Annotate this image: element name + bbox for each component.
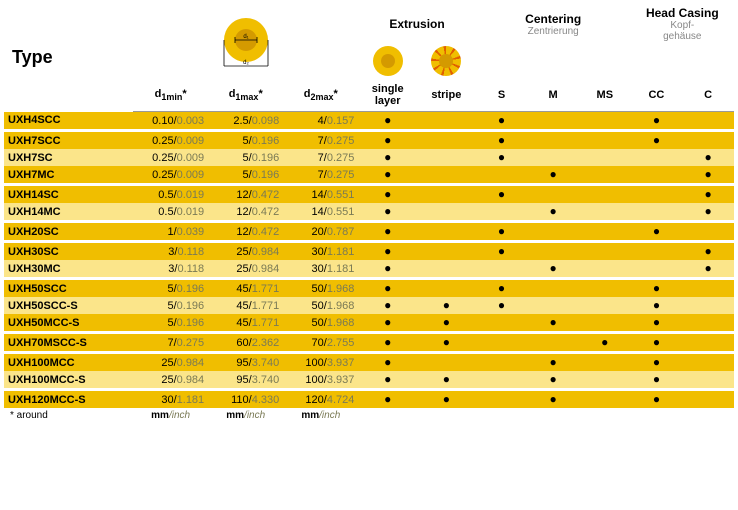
col-single: single layer	[358, 81, 417, 112]
table-row: UXH20SC1/0.03912/0.47220/0.787●●●	[4, 223, 734, 240]
extrusion-header: Extrusion	[358, 4, 475, 44]
table-row: UXH30SC3/0.11825/0.98430/1.181●●●	[4, 243, 734, 260]
footnote-around: * around	[4, 408, 133, 423]
table-row: UXH70MSCC-S7/0.27560/2.36270/2.755●●●●	[4, 334, 734, 351]
table-row: UXH4SCC0.10/0.0032.5/0.0984/0.157●●●	[4, 112, 734, 130]
table-row: UXH50SCC5/0.19645/1.77150/1.968●●●	[4, 280, 734, 297]
table-row: UXH50SCC-S5/0.19645/1.77150/1.968●●●●	[4, 297, 734, 314]
col-s: S	[476, 81, 528, 112]
col-d1max: d1max*	[208, 81, 283, 112]
centering-header: Centering Zentrierung	[476, 4, 631, 44]
table-row: UXH50MCC-S5/0.19645/1.77150/1.968●●●●	[4, 314, 734, 331]
svg-text:d₂: d₂	[243, 60, 249, 66]
table-row: UXH30MC3/0.11825/0.98430/1.181●●●	[4, 260, 734, 277]
unit-d1min: mm/inch	[133, 408, 208, 423]
col-ms: MS	[579, 81, 631, 112]
centering-sub: Zentrierung	[480, 26, 627, 37]
col-d1min: d1min*	[133, 81, 208, 112]
table-row: UXH7SC0.25/0.0095/0.1967/0.275●●●	[4, 149, 734, 166]
cable-diagram: d₁ d₂	[133, 4, 358, 81]
extrusion-stripe-icon	[417, 44, 476, 81]
col-cc: CC	[631, 81, 683, 112]
unit-d2max: mm/inch	[283, 408, 358, 423]
extrusion-single-icon	[358, 44, 417, 81]
col-d2max: d2max*	[283, 81, 358, 112]
col-c: C	[682, 81, 734, 112]
table-row: UXH7MC0.25/0.0095/0.1967/0.275●●●	[4, 166, 734, 183]
headcasing-sub: Kopf- gehäuse	[635, 20, 730, 42]
table-row: UXH120MCC-S30/1.181110/4.330120/4.724●●●…	[4, 391, 734, 408]
col-m: M	[527, 81, 579, 112]
svg-text:d₁: d₁	[243, 34, 248, 40]
table-row: UXH100MCC-S25/0.98495/3.740100/3.937●●●●	[4, 371, 734, 388]
type-header: Type	[4, 4, 133, 112]
table-row: UXH14SC0.5/0.01912/0.47214/0.551●●●	[4, 186, 734, 203]
headcasing-label: Head Casing	[635, 6, 730, 20]
col-stripe: stripe	[417, 81, 476, 112]
table-row: UXH14MC0.5/0.01912/0.47214/0.551●●●	[4, 203, 734, 220]
table-row: UXH7SCC0.25/0.0095/0.1967/0.275●●●	[4, 132, 734, 149]
spec-table: Type d₁ d₂ Extrusion Centering Zentrieru…	[4, 4, 734, 423]
headcasing-header: Head Casing Kopf- gehäuse	[631, 4, 734, 44]
unit-d1max: mm/inch	[208, 408, 283, 423]
centering-label: Centering	[480, 12, 627, 26]
table-row: UXH100MCC25/0.98495/3.740100/3.937●●●	[4, 354, 734, 371]
